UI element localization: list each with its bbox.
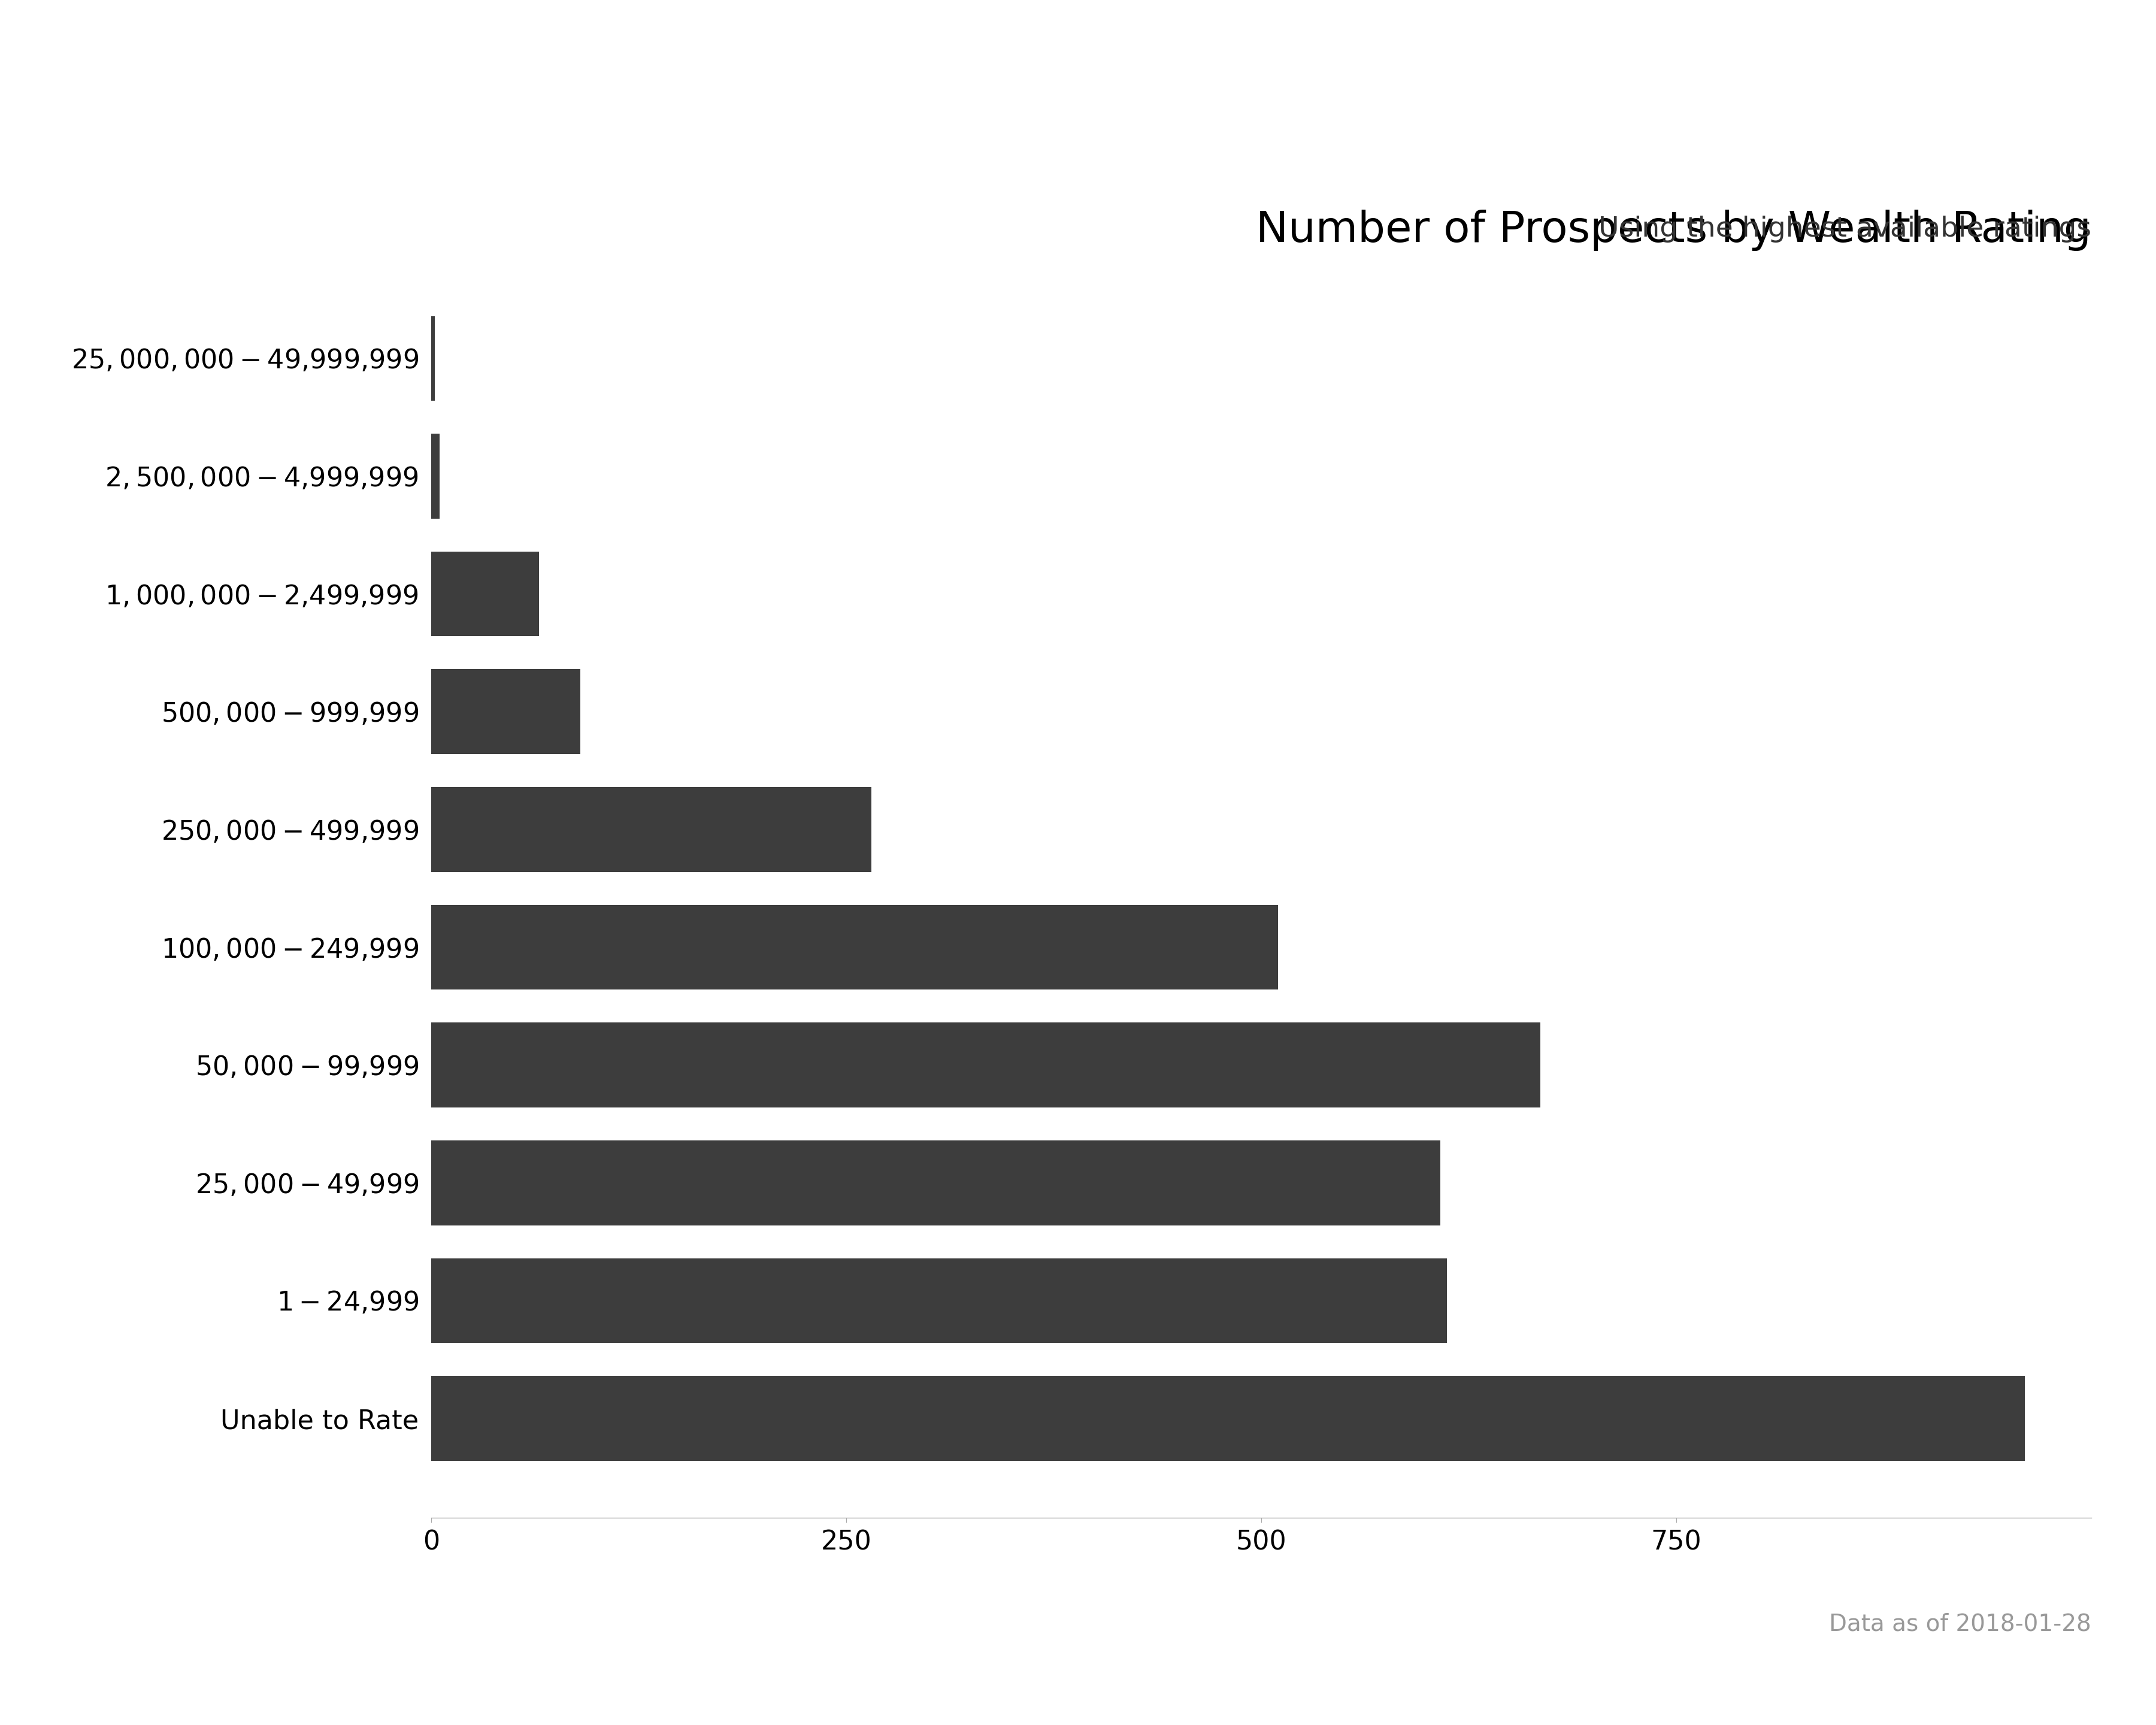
Text: Data as of 2018-01-28: Data as of 2018-01-28 [1828,1613,2091,1635]
Bar [431,1023,1539,1107]
Bar [431,552,539,637]
Bar [431,433,440,519]
Bar [431,1140,1440,1225]
Bar [431,906,1279,990]
Bar [431,316,436,400]
Bar [431,787,871,871]
Bar [431,1377,2024,1461]
Bar [431,1258,1447,1344]
Text: Number of Prospects by Wealth Rating: Number of Prospects by Wealth Rating [1257,210,2091,252]
Bar [431,669,580,754]
Text: Using the highest available ratings: Using the highest available ratings [1598,216,2091,243]
